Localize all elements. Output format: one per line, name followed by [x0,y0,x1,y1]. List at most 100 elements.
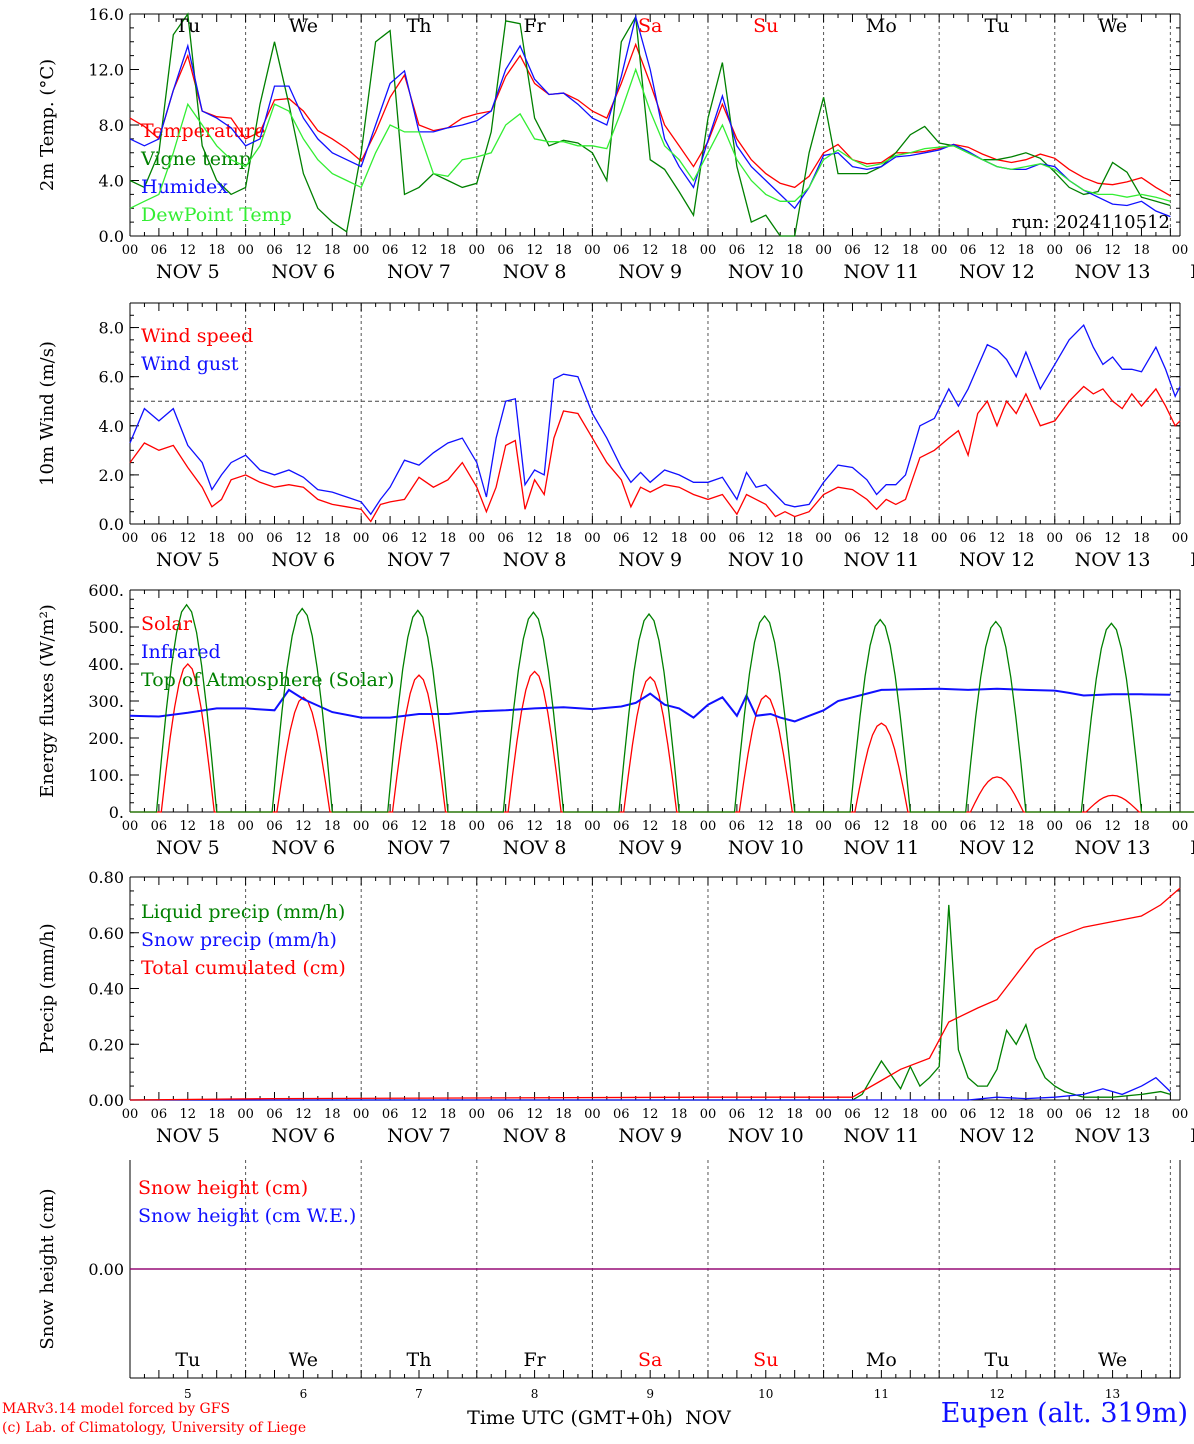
hour-tick-label: 06 [266,819,283,834]
hour-tick-label: 06 [613,531,630,546]
y-tick-label: 200. [88,729,124,748]
hour-tick-label: 06 [382,1107,399,1122]
weekday-label: Tu [985,15,1010,37]
hour-tick-label: 06 [844,531,861,546]
copyright-credit: (c) Lab. of Climatology, University of L… [2,1420,307,1436]
legend-entry: Total cumulated (cm) [141,957,346,979]
y-axis-label: 10m Wind (m/s) [37,341,58,486]
weekday-label: Mo [866,1349,897,1371]
hour-tick-label: 18 [1018,1107,1035,1122]
weekday-label: Fr [523,15,546,37]
hour-tick-label: 00 [469,531,486,546]
y-tick-label: 0.0 [99,515,124,534]
hour-tick-label: 18 [1018,819,1035,834]
date-label: NOV 10 [728,837,804,859]
hour-tick-label: 12 [758,819,775,834]
date-label: NOV 5 [156,549,220,571]
day-number-label: 13 [1105,1387,1120,1401]
panel-4: 0.00 0.20 0.40 0.60 0.80 Precip (mm/h) Liquid … [37,868,1194,1147]
weekday-label: Fr [523,1349,546,1371]
y-tick-label: 0.00 [88,1260,124,1279]
station-title: Eupen (alt. 319m) [940,1398,1188,1429]
hour-tick-label: 00 [122,243,139,258]
hour-tick-label: 12 [1104,1107,1121,1122]
weekday-label: We [1098,1349,1127,1371]
weekday-label: Tu [985,1349,1010,1371]
date-label: NOV 11 [843,549,919,571]
hour-tick-label: 18 [902,243,919,258]
hour-tick-label: 06 [382,819,399,834]
legend-entry: Humidex [141,176,228,198]
legend-entry: Wind gust [141,353,239,375]
hour-tick-label: 18 [902,819,919,834]
hour-tick-label: 00 [584,1107,601,1122]
hour-tick-label: 12 [989,531,1006,546]
hour-tick-label: 00 [469,243,486,258]
hour-tick-label: 12 [1104,243,1121,258]
y-tick-label: 4.0 [99,172,124,191]
hour-tick-label: 00 [469,819,486,834]
hour-tick-label: 18 [440,531,457,546]
hour-tick-label: 00 [1172,531,1189,546]
hour-tick-label: 06 [1075,1107,1092,1122]
y-tick-label: 6.0 [99,368,124,387]
hour-tick-label: 06 [382,531,399,546]
weekday-label: We [289,1349,318,1371]
day-number-label: 12 [989,1387,1004,1401]
day-number-label: 7 [415,1387,423,1401]
hour-tick-label: 18 [786,531,803,546]
date-label: NOV 10 [728,549,804,571]
hour-tick-label: 12 [758,1107,775,1122]
y-tick-label: 300. [88,692,124,711]
hour-tick-label: 00 [1172,1107,1189,1122]
y-tick-label: 4.0 [99,417,124,436]
date-label: NOV 5 [156,1125,220,1147]
hour-tick-label: 00 [1172,819,1189,834]
y-axis-label: Snow height (cm) [37,1188,58,1349]
hour-tick-label: 12 [180,819,197,834]
series-line [129,687,1171,723]
y-axis-label: 2m Temp. (°C) [37,59,58,191]
date-label: NOV 7 [387,549,451,571]
series-line [129,14,1171,218]
hour-tick-label: 12 [411,531,428,546]
hour-tick-label: 06 [497,1107,514,1122]
date-label: NOV 8 [503,549,567,571]
hour-tick-label: 18 [786,1107,803,1122]
y-tick-label: 0.20 [88,1035,124,1054]
hour-tick-label: 00 [931,819,948,834]
date-label: NOV 12 [959,837,1035,859]
hour-tick-label: 06 [497,531,514,546]
y-tick-label: 12.0 [88,61,124,80]
hour-tick-label: 06 [729,819,746,834]
hour-tick-label: 18 [555,243,572,258]
hour-tick-label: 00 [1046,1107,1063,1122]
hour-tick-label: 18 [555,531,572,546]
hour-tick-label: 18 [555,819,572,834]
y-tick-label: 8.0 [99,116,124,135]
date-label: NOV 14 [1190,837,1194,859]
month-label: NOV [685,1407,731,1429]
hour-tick-label: 00 [122,819,139,834]
hour-tick-label: 00 [353,819,370,834]
date-label: NOV 11 [843,1125,919,1147]
hour-tick-label: 06 [729,243,746,258]
legend-entry: Temperature [141,120,265,142]
legend-entry: Solar [141,613,193,635]
panel-5: 0.00 Snow height (cm) Snow height (cm) Snow… [37,1160,1181,1429]
y-tick-label: 16.0 [88,5,124,24]
date-label: NOV 6 [272,837,336,859]
hour-tick-label: 06 [729,1107,746,1122]
date-label: NOV 13 [1075,837,1151,859]
hour-tick-label: 18 [208,819,225,834]
hour-tick-label: 18 [902,1107,919,1122]
hour-tick-label: 06 [613,819,630,834]
date-label: NOV 14 [1190,549,1194,571]
hour-tick-label: 00 [584,243,601,258]
weekday-label: Th [407,1349,432,1371]
hour-tick-label: 00 [469,1107,486,1122]
hour-tick-label: 12 [1104,531,1121,546]
weekday-label: Tu [175,1349,200,1371]
hour-tick-label: 18 [208,1107,225,1122]
hour-tick-label: 18 [555,1107,572,1122]
